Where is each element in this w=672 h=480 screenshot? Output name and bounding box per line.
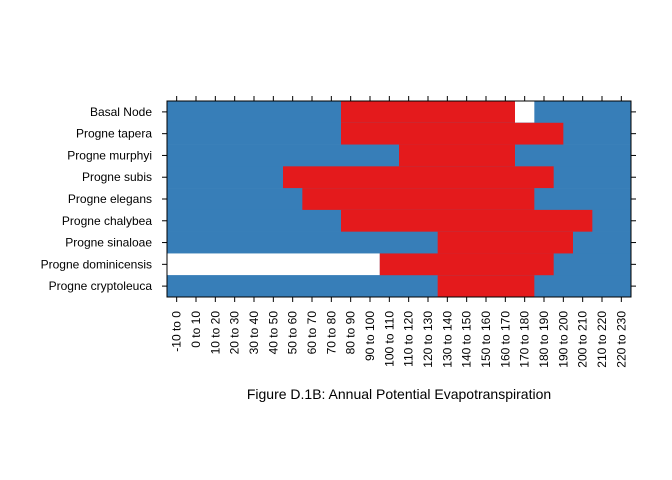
x-tick-label: 80 to 90	[344, 311, 358, 355]
x-tick-label: 40 to 50	[266, 311, 280, 355]
x-tick-label: 100 to 110	[382, 311, 396, 367]
cell-red	[379, 253, 554, 276]
cell-blue	[167, 275, 631, 298]
x-tick-label: 140 to 150	[460, 311, 474, 368]
x-tick-label: 190 to 200	[556, 311, 570, 368]
y-axis-labels: Basal Node Progne tapera Progne murphyi Pro…	[41, 105, 153, 293]
x-tick-label: 30 to 40	[247, 311, 261, 355]
y-tick-label: Progne chalybea	[62, 214, 152, 228]
cell-red	[302, 188, 535, 211]
y-tick-label: Basal Node	[90, 105, 152, 119]
x-tick-label: 70 to 80	[324, 311, 338, 355]
heatmap-cells	[167, 101, 631, 298]
x-tick-label: -10 to 0	[170, 311, 184, 352]
x-tick-label: 120 to 130	[421, 311, 435, 368]
y-tick-label: Progne elegans	[68, 192, 152, 206]
figure-caption: Figure D.1B: Annual Potential Evapotrans…	[246, 386, 552, 402]
y-tick-label: Progne murphyi	[67, 148, 152, 162]
x-tick-label: 150 to 160	[479, 311, 493, 368]
x-tick-label: 210 to 220	[595, 311, 609, 368]
y-tick-label: Progne cryptoleuca	[49, 279, 153, 293]
x-tick-label: 90 to 100	[363, 311, 377, 361]
x-tick-label: 160 to 170	[498, 311, 512, 368]
y-tick-label: Progne tapera	[76, 127, 152, 141]
x-tick-label: 60 to 70	[305, 311, 319, 355]
cell-red	[341, 122, 564, 145]
x-tick-label: 110 to 120	[402, 311, 416, 367]
axis-ticks	[162, 96, 636, 302]
x-tick-label: 170 to 180	[518, 311, 532, 368]
cell-red	[341, 101, 515, 124]
cell-red	[283, 166, 554, 189]
cell-red	[437, 231, 573, 254]
x-tick-label: 200 to 210	[576, 311, 590, 368]
cell-red	[399, 144, 515, 167]
y-tick-label: Progne subis	[82, 170, 152, 184]
cell-red	[437, 275, 535, 298]
x-tick-label: 180 to 190	[537, 311, 551, 368]
x-tick-label: 130 to 140	[440, 311, 454, 368]
y-tick-label: Progne sinaloae	[65, 236, 152, 250]
cell-empty	[515, 101, 535, 123]
x-tick-label: 220 to 230	[614, 311, 628, 368]
cell-empty	[167, 253, 380, 276]
x-tick-label: 50 to 60	[286, 311, 300, 355]
y-tick-label: Progne dominicensis	[41, 257, 152, 271]
cell-red	[341, 209, 593, 232]
x-tick-label: 20 to 30	[228, 311, 242, 355]
x-axis-labels: -10 to 0 0 to 10 10 to 20 20 to 30 30 to 40 4…	[170, 311, 629, 368]
x-tick-label: 0 to 10	[189, 311, 203, 348]
x-tick-label: 10 to 20	[208, 311, 222, 355]
